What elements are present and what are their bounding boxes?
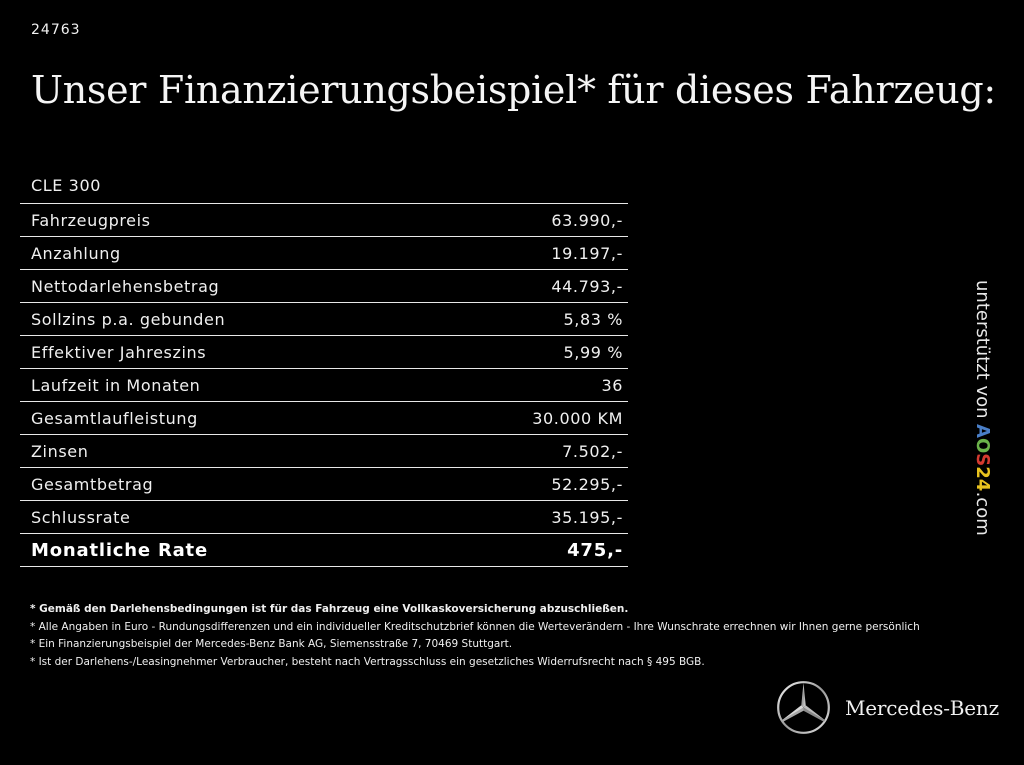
table-row-sollzins: Sollzins p.a. gebunden 5,83 % — [20, 303, 628, 336]
aos-letter-s: S — [972, 453, 993, 467]
row-label: Schlussrate — [31, 507, 131, 527]
row-label: Anzahlung — [31, 243, 121, 263]
row-value: 5,83 % — [563, 309, 623, 329]
row-label: Gesamtbetrag — [31, 474, 154, 494]
row-value: 19.197,- — [551, 243, 623, 263]
table-row-anzahlung: Anzahlung 19.197,- — [20, 237, 628, 270]
table-row-nettodarlehensbetrag: Nettodarlehensbetrag 44.793,- — [20, 270, 628, 303]
footnote-withdrawal: * Ist der Darlehens-/Leasingnehmer Verbr… — [30, 655, 705, 668]
row-value: 44.793,- — [551, 276, 623, 296]
table-row-laufzeit: Laufzeit in Monaten 36 — [20, 369, 628, 402]
brand-suffix: .com — [972, 491, 993, 536]
ref-number: 24763 — [31, 22, 81, 38]
aos-digit-2: 2 — [972, 466, 993, 480]
financing-table: Fahrzeugpreis 63.990,- Anzahlung 19.197,… — [20, 203, 628, 567]
aos24-logo: AOS24 — [972, 424, 993, 491]
table-row-zinsen: Zinsen 7.502,- — [20, 435, 628, 468]
row-label: Monatliche Rate — [31, 539, 208, 561]
footnote-currency: * Alle Angaben in Euro - Rundungsdiffere… — [30, 620, 920, 633]
table-row-effektiver-jahreszins: Effektiver Jahreszins 5,99 % — [20, 336, 628, 369]
aos-letter-o: O — [972, 438, 993, 454]
table-row-monatliche-rate: Monatliche Rate 475,- — [20, 534, 628, 567]
row-label: Nettodarlehensbetrag — [31, 276, 220, 296]
row-value: 35.195,- — [551, 507, 623, 527]
row-value: 7.502,- — [562, 441, 623, 461]
table-row-gesamtbetrag: Gesamtbetrag 52.295,- — [20, 468, 628, 501]
footnote-insurance: * Gemäß den Darlehensbedingungen ist für… — [30, 603, 629, 615]
row-label: Laufzeit in Monaten — [31, 375, 201, 395]
footnotes: * Gemäß den Darlehensbedingungen ist für… — [30, 601, 920, 671]
page-title: Unser Finanzierungsbeispiel* für dieses … — [31, 68, 996, 112]
mercedes-benz-wordmark: Mercedes-Benz — [845, 695, 999, 720]
row-value: 475,- — [567, 539, 623, 561]
brand-prefix: unterstützt von — [972, 280, 993, 419]
row-value: 36 — [601, 375, 623, 395]
vehicle-model: CLE 300 — [31, 176, 102, 195]
row-label: Sollzins p.a. gebunden — [31, 309, 226, 329]
row-value: 30.000 KM — [532, 408, 623, 428]
row-label: Fahrzeugpreis — [31, 210, 151, 230]
aos-letter-a: A — [972, 424, 993, 439]
table-row-gesamtlaufleistung: Gesamtlaufleistung 30.000 KM — [20, 402, 628, 435]
row-value: 5,99 % — [563, 342, 623, 362]
aos-digit-4: 4 — [972, 479, 993, 492]
table-row-schlussrate: Schlussrate 35.195,- — [20, 501, 628, 534]
row-label: Effektiver Jahreszins — [31, 342, 207, 362]
mercedes-benz-logo: Mercedes-Benz — [776, 680, 999, 735]
row-label: Zinsen — [31, 441, 89, 461]
footnote-bank: * Ein Finanzierungsbeispiel der Mercedes… — [30, 638, 513, 650]
row-label: Gesamtlaufleistung — [31, 408, 198, 428]
mercedes-star-icon — [777, 681, 830, 734]
table-row-fahrzeugpreis: Fahrzeugpreis 63.990,- — [20, 204, 628, 237]
aos24-vertical-brand: unterstützt von AOS24.com — [972, 280, 993, 536]
row-value: 63.990,- — [551, 210, 623, 230]
row-value: 52.295,- — [551, 474, 623, 494]
